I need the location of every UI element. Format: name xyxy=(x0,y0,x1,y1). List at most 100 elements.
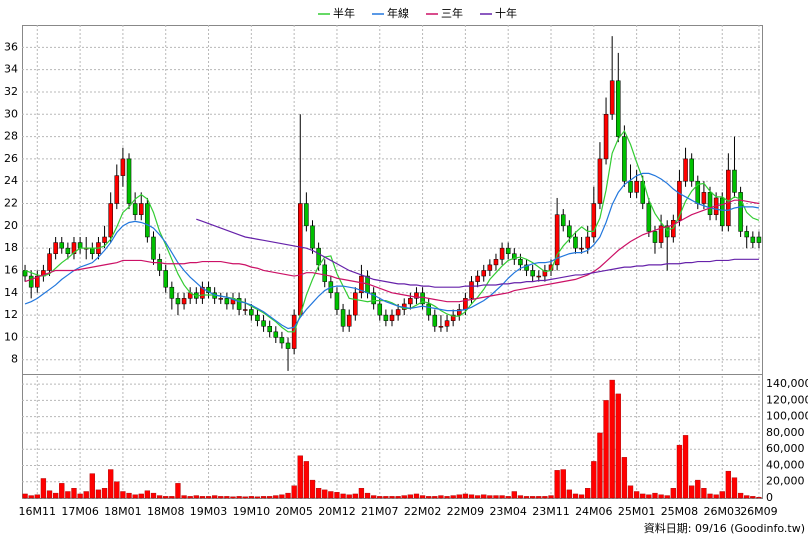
volume-bar xyxy=(138,493,144,499)
ma-line xyxy=(196,218,759,288)
volume-bar xyxy=(303,461,310,499)
volume-bar xyxy=(352,493,358,499)
y-tick-label: 16 xyxy=(4,263,18,276)
volume-bar xyxy=(340,493,346,499)
volume-bar xyxy=(407,494,413,499)
candle-body xyxy=(719,197,725,227)
candle-body xyxy=(138,203,144,215)
volume-bar xyxy=(285,492,291,499)
volume-bar xyxy=(156,495,163,499)
candle-body xyxy=(316,247,321,266)
y-tick-label: 40,000 xyxy=(766,458,805,471)
volume-bar xyxy=(71,488,77,499)
volume-bar xyxy=(59,483,65,499)
volume-bar xyxy=(364,492,371,499)
candle-body xyxy=(126,158,132,204)
volume-bar xyxy=(548,495,554,499)
candle-body xyxy=(157,259,162,271)
volume-bar xyxy=(65,491,71,499)
volume-bar xyxy=(707,493,713,499)
y-tick-label: 80,000 xyxy=(766,426,805,439)
candle-body xyxy=(359,275,364,294)
volume-bar xyxy=(566,489,573,499)
candle-body xyxy=(732,169,737,193)
volume-bar xyxy=(83,491,89,499)
volume-bar xyxy=(572,493,579,499)
candle-body xyxy=(499,247,505,260)
volume-bar xyxy=(670,488,676,499)
volume-bar xyxy=(530,496,536,499)
volume-bar xyxy=(273,495,279,499)
volume-bar xyxy=(291,485,297,499)
candle-body xyxy=(120,158,126,176)
legend-label: 三年 xyxy=(441,6,463,20)
volume-bar xyxy=(517,495,524,499)
volume-bar xyxy=(322,489,328,499)
volume-bar xyxy=(578,494,585,499)
candle-body xyxy=(609,80,615,115)
candle-body xyxy=(59,242,65,249)
candle-body xyxy=(285,342,291,349)
volume-bar xyxy=(413,493,420,499)
volume-bar xyxy=(560,469,566,499)
volume-bar xyxy=(615,393,621,499)
candle-body xyxy=(536,275,542,278)
volume-bar xyxy=(603,400,609,499)
candle-body xyxy=(371,292,376,305)
candle-body xyxy=(756,236,762,243)
candle-body xyxy=(322,264,327,282)
volume-bar xyxy=(725,470,732,499)
candle-body xyxy=(218,298,224,300)
y-tick-label: 0 xyxy=(766,491,773,504)
candle-body xyxy=(377,303,383,316)
candle-body xyxy=(90,247,95,254)
volume-bar xyxy=(46,490,53,499)
volume-bar xyxy=(487,495,493,499)
y-tick-label: 30 xyxy=(4,107,18,120)
volume-bar xyxy=(389,496,395,499)
candle-body xyxy=(145,203,150,238)
volume-bar xyxy=(108,469,114,499)
volume-bar xyxy=(505,496,511,499)
candle-body xyxy=(622,136,627,182)
candle-body xyxy=(634,180,639,193)
candle-body xyxy=(408,298,413,305)
candle-body xyxy=(683,158,688,182)
volume-bar xyxy=(591,461,597,499)
candle-body xyxy=(224,298,230,305)
candle-body xyxy=(512,253,517,260)
volume-bar xyxy=(523,496,530,499)
volume-bar xyxy=(40,478,47,499)
candle-body xyxy=(346,314,352,327)
y-tick-label: 12 xyxy=(4,308,18,321)
volume-bar xyxy=(432,496,438,499)
volume-bar xyxy=(542,496,548,499)
candle-body xyxy=(353,292,358,316)
candle-body xyxy=(530,270,535,277)
candle-body xyxy=(652,231,658,243)
y-tick-label: 20,000 xyxy=(766,475,805,488)
volume-bar xyxy=(597,432,603,499)
x-tick-label: 17M06 xyxy=(61,505,99,518)
volume-bar xyxy=(181,495,187,499)
volume-bar xyxy=(114,481,120,499)
y-tick-label: 28 xyxy=(4,130,18,143)
candle-body xyxy=(457,309,462,316)
y-tick-label: 120,000 xyxy=(766,393,808,406)
y-tick-label: 22 xyxy=(4,197,18,210)
candle-body xyxy=(707,192,713,215)
ma-line xyxy=(24,172,760,330)
volume-bar xyxy=(328,491,334,499)
candle-body xyxy=(603,114,609,160)
candle-body xyxy=(701,192,707,204)
candle-body xyxy=(560,214,566,227)
candle-body xyxy=(646,203,652,232)
volume-bar xyxy=(462,493,469,499)
y-tick-label: 32 xyxy=(4,85,18,98)
volume-bar xyxy=(101,488,108,499)
volume-bar xyxy=(132,494,138,499)
volume-bar xyxy=(218,496,224,499)
candle-body xyxy=(426,303,431,316)
candle-body xyxy=(279,337,285,344)
